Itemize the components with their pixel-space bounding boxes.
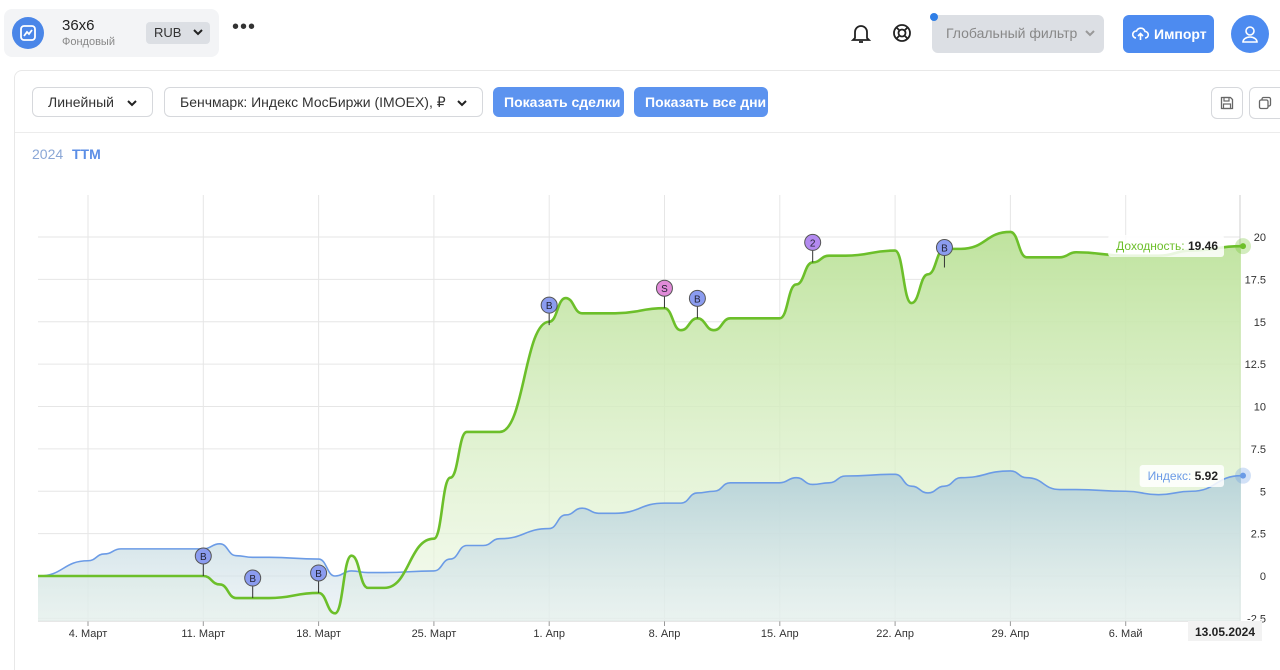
x-tick-label: 22. Апр	[876, 628, 914, 640]
y-tick-label: 10	[1254, 402, 1266, 414]
trade-marker-label: S	[661, 284, 668, 295]
chevron-down-icon	[127, 100, 137, 107]
portfolio-end-dot	[1240, 243, 1246, 250]
portfolio-name: 36x6	[62, 17, 95, 34]
top-bar: 36x6 Фондовый RUB ••• Глобальный фильтр …	[0, 0, 1280, 68]
global-filter-select[interactable]: Глобальный фильтр	[930, 13, 1104, 53]
chevron-down-icon	[457, 100, 467, 107]
filter-indicator-dot	[930, 13, 938, 21]
index-value-text: Индекс: 5.92	[1148, 469, 1219, 483]
x-tick-label: 8. Апр	[649, 628, 681, 640]
index-end-dot	[1240, 472, 1246, 479]
x-tick-label: 15. Апр	[761, 628, 799, 640]
portfolio-value-text: Доходность: 19.46	[1116, 239, 1218, 253]
y-tick-label: 12.5	[1245, 359, 1266, 371]
index-value-label: Индекс: 5.92	[1139, 465, 1224, 487]
current-date-bg	[1188, 621, 1262, 641]
index-value-bg	[1139, 465, 1224, 487]
user-icon[interactable]	[1231, 15, 1269, 53]
cloud-upload-icon	[1132, 27, 1149, 40]
x-tick-label: 18. Март	[296, 628, 341, 640]
trade-marker-label: B	[315, 569, 322, 580]
index-series-area	[38, 470, 1241, 621]
y-tick-label: 5	[1260, 486, 1266, 498]
portfolio-value-label: Доходность: 19.46	[1108, 235, 1224, 257]
chart-logo-icon	[12, 17, 44, 49]
trade-marker-label: 2	[810, 238, 816, 249]
y-tick-label: 15	[1254, 317, 1266, 329]
import-button[interactable]: Импорт	[1123, 15, 1214, 53]
floppy-disk-icon	[1220, 96, 1234, 110]
show-all-days-button[interactable]: Показать все дни	[634, 87, 768, 117]
save-button[interactable]	[1211, 87, 1243, 119]
trade-marker-label: B	[200, 552, 207, 563]
trade-marker	[935, 239, 953, 257]
currency-select[interactable]: RUB	[146, 22, 210, 44]
show-trades-button[interactable]: Показать сделки	[493, 87, 624, 117]
chart-panel	[14, 70, 1280, 670]
y-tick-label: 7.5	[1251, 444, 1266, 456]
y-tick-label: 2.5	[1251, 529, 1266, 541]
currency-label: RUB	[154, 25, 182, 40]
trade-marker-label: B	[249, 574, 256, 585]
trade-marker	[804, 233, 822, 251]
x-tick-label: 11. Март	[181, 628, 225, 640]
y-tick-label: 20	[1254, 232, 1266, 244]
trade-marker	[688, 289, 706, 307]
global-filter-label: Глобальный фильтр	[946, 25, 1078, 41]
current-date-label: 13.05.2024	[1188, 621, 1262, 641]
x-tick-label: 4. Март	[69, 628, 108, 640]
bell-icon[interactable]	[849, 21, 873, 45]
chevron-down-icon	[193, 29, 203, 36]
copy-button[interactable]	[1249, 87, 1280, 119]
x-tick-label: 1. Апр	[533, 628, 565, 640]
trade-marker-label: B	[941, 244, 948, 255]
copy-icon	[1258, 96, 1272, 110]
portfolio-selector[interactable]: 36x6 Фондовый RUB	[4, 9, 219, 57]
trade-marker	[655, 279, 673, 297]
period-2024[interactable]: 2024	[32, 146, 64, 162]
x-tick-label: 29. Апр	[992, 628, 1030, 640]
period-ttm[interactable]: TTM	[72, 146, 101, 162]
portfolio-value-bg	[1108, 235, 1224, 257]
trade-marker-label: B	[694, 294, 701, 305]
x-tick-label: 25. Март	[412, 628, 457, 640]
benchmark-label: Бенчмарк: Индекс МосБиржи (IMOEX), ₽	[180, 94, 446, 110]
import-label: Импорт	[1154, 26, 1207, 42]
trade-marker-label: B	[546, 301, 553, 312]
chevron-down-icon	[1085, 30, 1095, 37]
x-tick-label: 6. Май	[1109, 628, 1143, 640]
portfolio-type: Фондовый	[62, 36, 115, 48]
y-tick-label: 0	[1260, 571, 1266, 583]
benchmark-select[interactable]: Бенчмарк: Индекс МосБиржи (IMOEX), ₽	[164, 87, 483, 117]
chart-type-label: Линейный	[48, 94, 114, 110]
current-date-text: 13.05.2024	[1195, 625, 1255, 639]
divider	[15, 132, 1280, 133]
lifebuoy-icon[interactable]	[890, 21, 914, 45]
trade-marker	[244, 569, 262, 587]
y-tick-label: 17.5	[1245, 274, 1266, 286]
trade-marker	[194, 547, 212, 565]
portfolio-series-line	[37, 230, 1241, 615]
chart-type-select[interactable]: Линейный	[32, 87, 153, 117]
trade-marker	[540, 296, 558, 314]
more-menu-button[interactable]: •••	[232, 16, 257, 38]
trade-marker	[310, 564, 328, 582]
index-series-line	[37, 470, 1241, 577]
